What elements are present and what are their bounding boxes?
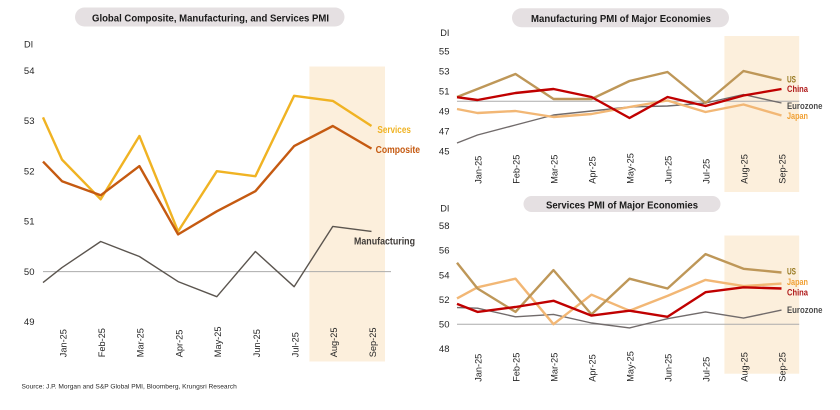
svg-text:Manufacturing PMI of Major Eco: Manufacturing PMI of Major Economies [531, 14, 711, 25]
svg-text:DI: DI [440, 204, 449, 214]
svg-text:47: 47 [439, 126, 450, 137]
svg-text:Feb-25: Feb-25 [511, 353, 521, 382]
svg-text:Services PMI of Major Economie: Services PMI of Major Economies [546, 200, 698, 211]
svg-text:US: US [787, 75, 796, 85]
svg-text:Composite: Composite [376, 145, 421, 156]
svg-text:China: China [787, 84, 809, 94]
svg-text:52: 52 [24, 167, 35, 178]
svg-text:Aug-25: Aug-25 [329, 328, 339, 358]
svg-text:53: 53 [24, 116, 35, 127]
svg-text:US: US [787, 267, 796, 277]
svg-text:49: 49 [439, 106, 450, 117]
svg-text:May-25: May-25 [625, 153, 635, 184]
svg-text:49: 49 [24, 317, 35, 328]
svg-text:DI: DI [440, 28, 449, 38]
svg-text:Eurozone: Eurozone [787, 101, 822, 111]
svg-text:DI: DI [24, 40, 33, 50]
svg-text:Jun-25: Jun-25 [252, 329, 262, 357]
svg-text:Jan-25: Jan-25 [473, 156, 483, 184]
svg-text:Services: Services [377, 125, 411, 136]
svg-text:Jun-25: Jun-25 [663, 156, 673, 184]
svg-text:50: 50 [24, 267, 35, 278]
svg-text:Apr-25: Apr-25 [587, 156, 597, 184]
svg-text:Jun-25: Jun-25 [663, 354, 673, 382]
svg-text:Mar-25: Mar-25 [549, 353, 559, 382]
svg-text:May-25: May-25 [213, 327, 223, 358]
svg-text:May-25: May-25 [625, 351, 635, 382]
svg-text:Apr-25: Apr-25 [587, 354, 597, 382]
svg-text:53: 53 [439, 66, 450, 77]
svg-text:50: 50 [439, 320, 450, 331]
svg-text:58: 58 [439, 221, 450, 232]
svg-text:Feb-25: Feb-25 [97, 328, 107, 357]
svg-text:China: China [787, 287, 809, 297]
svg-text:Eurozone: Eurozone [787, 305, 822, 315]
svg-text:Aug-25: Aug-25 [739, 352, 749, 382]
svg-text:Apr-25: Apr-25 [174, 330, 184, 358]
svg-text:Global Composite, Manufacturin: Global Composite, Manufacturing, and Ser… [92, 13, 329, 24]
svg-text:54: 54 [439, 270, 450, 281]
svg-text:48: 48 [439, 344, 450, 355]
svg-text:55: 55 [439, 46, 450, 57]
svg-text:51: 51 [24, 217, 35, 228]
svg-text:Japan: Japan [787, 111, 808, 121]
svg-text:Jul-25: Jul-25 [701, 159, 711, 184]
svg-text:45: 45 [439, 146, 450, 157]
svg-text:Mar-25: Mar-25 [549, 155, 559, 184]
svg-text:56: 56 [439, 246, 450, 257]
svg-text:Jul-25: Jul-25 [290, 332, 300, 357]
svg-text:Sep-25: Sep-25 [777, 154, 787, 184]
svg-text:Aug-25: Aug-25 [739, 154, 749, 184]
svg-text:Manufacturing: Manufacturing [354, 236, 415, 247]
svg-text:Jul-25: Jul-25 [701, 357, 711, 382]
svg-text:Source: J.P. Morgan and S&P Gl: Source: J.P. Morgan and S&P Global PMI, … [22, 383, 238, 390]
svg-text:51: 51 [439, 86, 450, 97]
svg-text:Japan: Japan [787, 277, 808, 287]
svg-text:Jan-25: Jan-25 [473, 354, 483, 382]
svg-text:Jan-25: Jan-25 [58, 329, 68, 357]
svg-text:52: 52 [439, 295, 450, 306]
svg-text:Sep-25: Sep-25 [368, 328, 378, 358]
svg-text:Mar-25: Mar-25 [136, 328, 146, 357]
svg-text:Feb-25: Feb-25 [511, 155, 521, 184]
svg-text:Sep-25: Sep-25 [777, 352, 787, 382]
svg-text:54: 54 [24, 66, 35, 77]
